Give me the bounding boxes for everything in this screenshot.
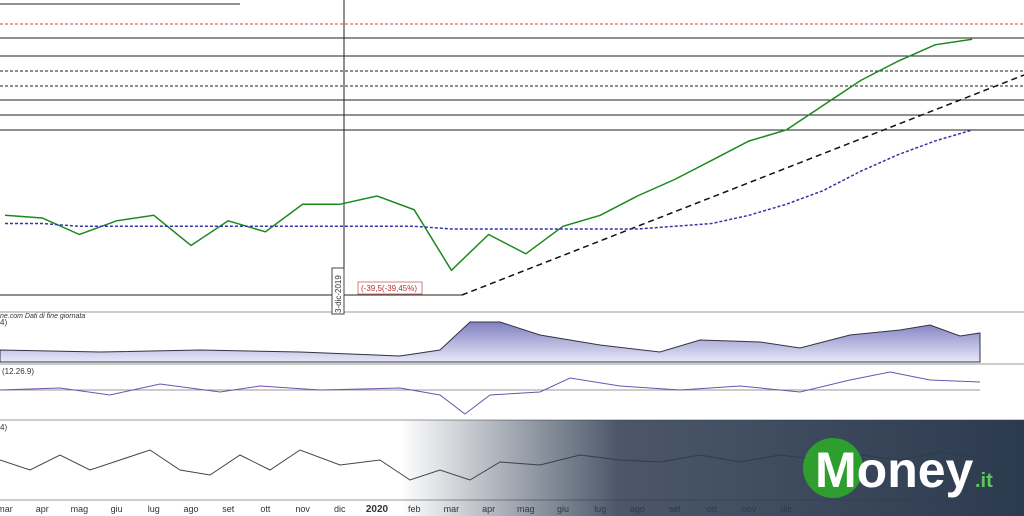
x-tick-label: lug <box>148 504 160 514</box>
x-tick-label: set <box>222 504 235 514</box>
volume-area <box>0 321 981 363</box>
average-line <box>5 129 973 230</box>
logo-circle <box>803 438 863 498</box>
x-tick-label: apr <box>36 504 49 514</box>
x-tick-label: mag <box>71 504 89 514</box>
levels <box>0 0 1024 310</box>
source-label: ne.com Dati di fine giornata <box>0 313 85 320</box>
drop-box <box>357 281 423 295</box>
logo-banner <box>400 420 1024 516</box>
date-label: 3-dic-2019 <box>334 275 343 313</box>
panel-label: 4) <box>0 318 7 327</box>
x-tick-label: ott <box>260 504 271 514</box>
drop-label: (-39,5(-39,45%) <box>361 284 417 293</box>
x-tick-label: ago <box>183 504 198 514</box>
x-tick-label: nov <box>295 504 310 514</box>
logo-text: Money <box>815 442 974 498</box>
macd <box>0 371 981 415</box>
x-tick-label: giu <box>111 504 123 514</box>
x-tick-label: dic <box>334 504 346 514</box>
panel-label: 4) <box>0 423 7 432</box>
x-tick-label: mar <box>0 504 13 514</box>
panel-label: (12.26.9) <box>2 367 34 376</box>
date-box <box>331 267 345 315</box>
x-tick-label: 2020 <box>366 504 389 515</box>
price-line <box>4 38 973 272</box>
logo-suffix: .it <box>975 470 993 492</box>
